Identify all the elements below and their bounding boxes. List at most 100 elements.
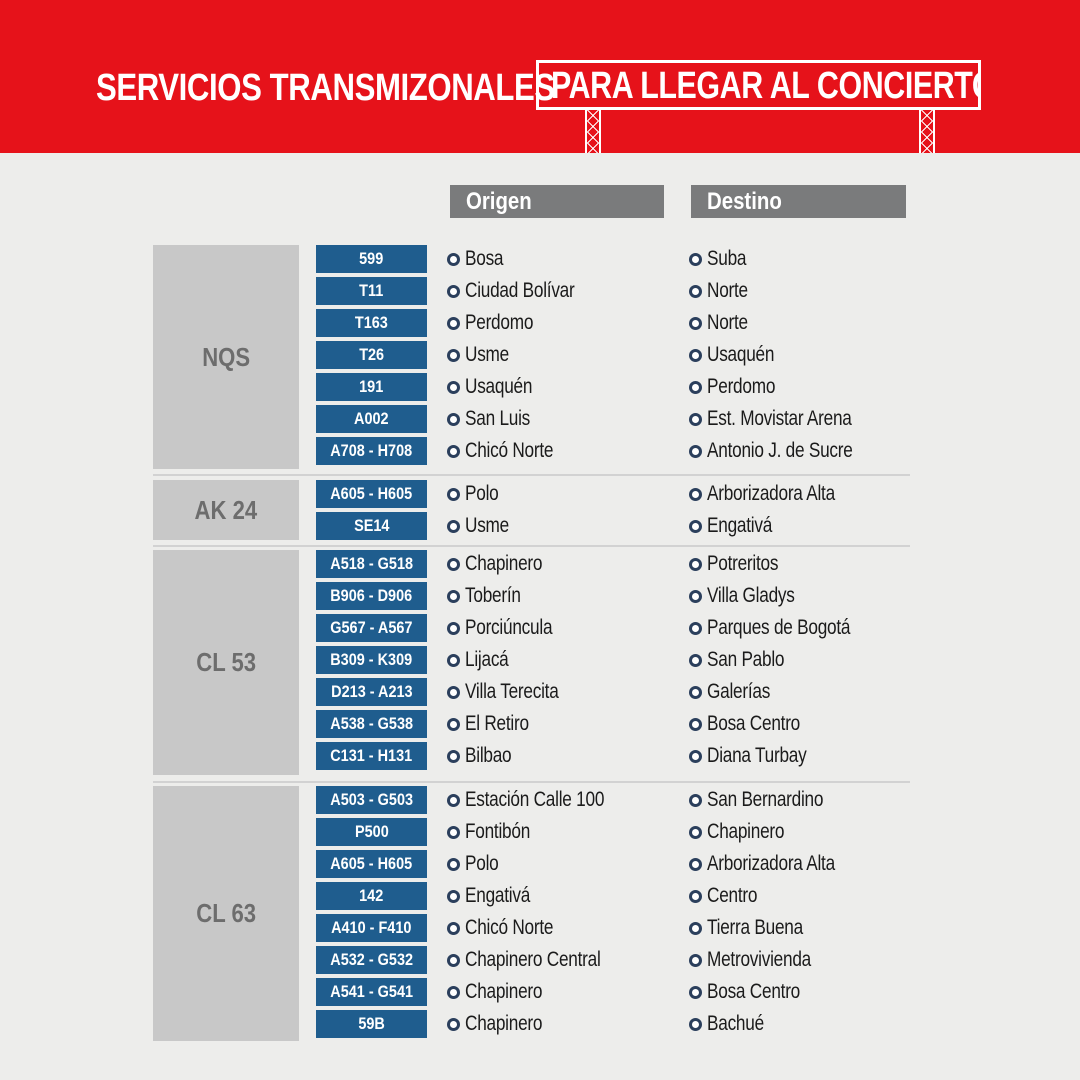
stop-marker-icon xyxy=(447,825,460,839)
origin-stop-label: Chapinero xyxy=(465,552,543,575)
origin-stop: Lijacá xyxy=(447,646,518,674)
route-badge: A518 - G518 xyxy=(316,550,427,578)
destination-stop-label: Metrovivienda xyxy=(707,948,811,971)
origin-stop: Estación Calle 100 xyxy=(447,786,635,814)
column-header-destino: Destino xyxy=(691,185,906,218)
route-badge: A410 - F410 xyxy=(316,914,427,942)
origin-stop: Usme xyxy=(447,341,519,369)
origin-stop: Bilbao xyxy=(447,742,522,770)
destination-stop: Arborizadora Alta xyxy=(689,480,863,508)
destination-stop-label: Norte xyxy=(707,311,748,334)
origin-stop-label: Chicó Norte xyxy=(465,439,554,462)
origin-stop-label: Chicó Norte xyxy=(465,916,554,939)
corridor-label: NQS xyxy=(153,245,299,469)
destination-stop: Villa Gladys xyxy=(689,582,814,610)
destination-stop: Metrovivienda xyxy=(689,946,834,974)
destination-stop: San Pablo xyxy=(689,646,801,674)
origin-stop-label: Ciudad Bolívar xyxy=(465,279,575,302)
origin-stop: Usaquén xyxy=(447,373,547,401)
stop-marker-icon xyxy=(689,519,702,533)
header-banner: SERVICIOS TRANSMIZONALES PARA LLEGAR AL … xyxy=(0,0,1080,153)
stop-marker-icon xyxy=(447,487,460,501)
origin-stop: Villa Terecita xyxy=(447,678,579,706)
origin-stop: El Retiro xyxy=(447,710,543,738)
destination-stop-label: Villa Gladys xyxy=(707,584,795,607)
origin-stop-label: Toberín xyxy=(465,584,521,607)
stop-marker-icon xyxy=(447,717,460,731)
origin-stop-label: San Luis xyxy=(465,407,531,430)
destination-stop-label: Chapinero xyxy=(707,820,785,843)
page-title: SERVICIOS TRANSMIZONALES xyxy=(96,67,555,109)
destination-stop-label: Galerías xyxy=(707,680,771,703)
origin-stop: San Luis xyxy=(447,405,544,433)
stop-marker-icon xyxy=(447,793,460,807)
origin-stop: Fontibón xyxy=(447,818,544,846)
origin-stop-label: Usme xyxy=(465,343,509,366)
destination-stop: Bosa Centro xyxy=(689,978,820,1006)
stop-marker-icon xyxy=(447,557,460,571)
destination-stop-label: Potreritos xyxy=(707,552,779,575)
route-badge: 599 xyxy=(316,245,427,273)
route-badge: C131 - H131 xyxy=(316,742,427,770)
destination-stop: Chapinero xyxy=(689,818,801,846)
destination-stop-label: San Pablo xyxy=(707,648,785,671)
stop-marker-icon xyxy=(447,857,460,871)
stop-marker-icon xyxy=(689,685,702,699)
stop-marker-icon xyxy=(447,380,460,394)
destination-stop-label: Perdomo xyxy=(707,375,776,398)
route-badge: A541 - G541 xyxy=(316,978,427,1006)
destination-stop: Usaquén xyxy=(689,341,789,369)
destination-stop: Tierra Buena xyxy=(689,914,824,942)
route-badge: P500 xyxy=(316,818,427,846)
route-badge: T163 xyxy=(316,309,427,337)
section-divider xyxy=(153,545,910,547)
origin-stop: Usme xyxy=(447,512,519,540)
stop-marker-icon xyxy=(689,252,702,266)
stop-marker-icon xyxy=(689,717,702,731)
origin-stop-label: Polo xyxy=(465,852,499,875)
stop-marker-icon xyxy=(689,316,702,330)
route-badge: B309 - K309 xyxy=(316,646,427,674)
stop-marker-icon xyxy=(689,921,702,935)
destination-stop-label: Diana Turbay xyxy=(707,744,807,767)
destination-stop: Perdomo xyxy=(689,373,790,401)
origin-stop-label: Usme xyxy=(465,514,509,537)
stop-marker-icon xyxy=(689,412,702,426)
destination-stop: Suba xyxy=(689,245,755,273)
stop-marker-icon xyxy=(447,921,460,935)
stop-marker-icon xyxy=(447,685,460,699)
stop-marker-icon xyxy=(689,380,702,394)
destination-stop: Galerías xyxy=(689,678,784,706)
destination-stop-label: Est. Movistar Arena xyxy=(707,407,852,430)
destination-stop-label: Centro xyxy=(707,884,758,907)
origin-stop: Bosa xyxy=(447,245,512,273)
stop-marker-icon xyxy=(447,316,460,330)
stop-marker-icon xyxy=(447,653,460,667)
origin-stop-label: Perdomo xyxy=(465,311,534,334)
origin-stop: Porciúncula xyxy=(447,614,571,642)
route-badge: A538 - G538 xyxy=(316,710,427,738)
destination-stop-label: Usaquén xyxy=(707,343,775,366)
stop-marker-icon xyxy=(689,348,702,362)
destination-stop: Antonio J. de Sucre xyxy=(689,437,885,465)
destination-stop-label: Arborizadora Alta xyxy=(707,852,835,875)
origin-stop-label: Chapinero xyxy=(465,1012,543,1035)
stop-marker-icon xyxy=(447,412,460,426)
origin-stop: Chapinero Central xyxy=(447,946,630,974)
stop-marker-icon xyxy=(447,348,460,362)
stop-marker-icon xyxy=(447,749,460,763)
destination-stop: Parques de Bogotá xyxy=(689,614,882,642)
origin-stop-label: Fontibón xyxy=(465,820,531,843)
route-badge: 142 xyxy=(316,882,427,910)
destination-stop-label: Norte xyxy=(707,279,748,302)
destination-stop-label: Parques de Bogotá xyxy=(707,616,851,639)
stop-marker-icon xyxy=(689,444,702,458)
stop-marker-icon xyxy=(447,985,460,999)
stop-marker-icon xyxy=(447,589,460,603)
destination-stop: Arborizadora Alta xyxy=(689,850,863,878)
origin-stop-label: Lijacá xyxy=(465,648,509,671)
origin-stop-label: Porciúncula xyxy=(465,616,553,639)
route-badge: A532 - G532 xyxy=(316,946,427,974)
stage-truss-icon xyxy=(919,110,935,153)
route-badge: T26 xyxy=(316,341,427,369)
